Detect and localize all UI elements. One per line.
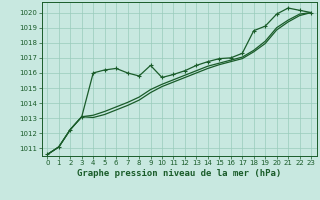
X-axis label: Graphe pression niveau de la mer (hPa): Graphe pression niveau de la mer (hPa) [77,169,281,178]
